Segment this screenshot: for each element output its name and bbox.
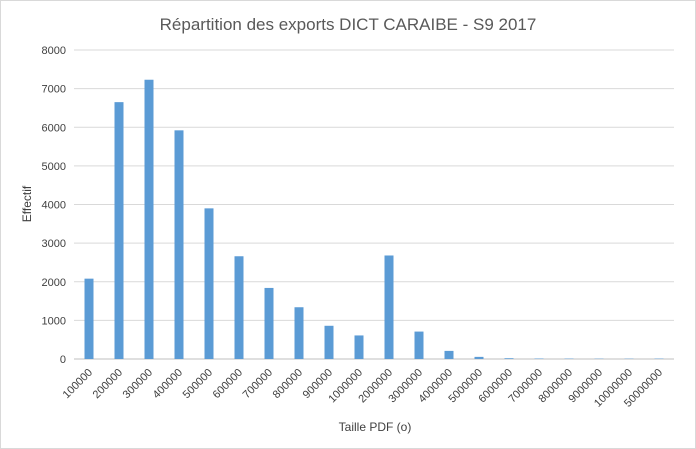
x-tick-label: 500000 <box>181 367 215 401</box>
bar <box>294 307 304 359</box>
bar <box>114 102 124 360</box>
x-tick-label: 400000 <box>151 367 185 401</box>
x-axis-title: Taille PDF (o) <box>339 420 412 434</box>
x-tick-label: 100000 <box>61 367 95 401</box>
x-axis-ticks: 1000002000003000004000005000006000007000… <box>61 367 665 410</box>
bar <box>84 278 94 359</box>
y-tick-label: 8000 <box>42 45 66 57</box>
y-tick-label: 2000 <box>42 277 66 289</box>
bar <box>234 256 244 359</box>
bar <box>264 287 274 359</box>
bar <box>204 208 214 359</box>
y-tick-label: 1000 <box>42 315 66 327</box>
y-tick-label: 6000 <box>42 122 66 134</box>
y-tick-label: 0 <box>60 354 66 366</box>
x-tick-label: 700000 <box>241 367 275 401</box>
bars <box>84 79 664 360</box>
y-tick-label: 5000 <box>42 161 66 173</box>
bar <box>144 79 154 360</box>
chart-title: Répartition des exports DICT CARAIBE - S… <box>160 15 537 34</box>
bar <box>414 331 424 359</box>
bar <box>174 130 184 359</box>
bar <box>444 350 454 359</box>
bar <box>324 325 334 359</box>
x-tick-label: 300000 <box>121 367 155 401</box>
bar <box>354 335 364 359</box>
x-tick-label: 800000 <box>271 367 305 401</box>
x-tick-label: 600000 <box>211 367 245 401</box>
y-tick-label: 4000 <box>42 200 66 212</box>
bar <box>504 358 514 359</box>
y-axis-title: Effectif <box>20 185 34 222</box>
y-tick-label: 3000 <box>42 238 66 250</box>
bar <box>384 255 394 359</box>
y-tick-label: 7000 <box>42 84 66 96</box>
y-axis-ticks: 0 1000 2000 3000 4000 5000 6000 7000 8000 <box>42 45 66 366</box>
gridlines <box>74 49 674 360</box>
x-tick-label: 200000 <box>91 367 125 401</box>
bar <box>474 356 484 359</box>
